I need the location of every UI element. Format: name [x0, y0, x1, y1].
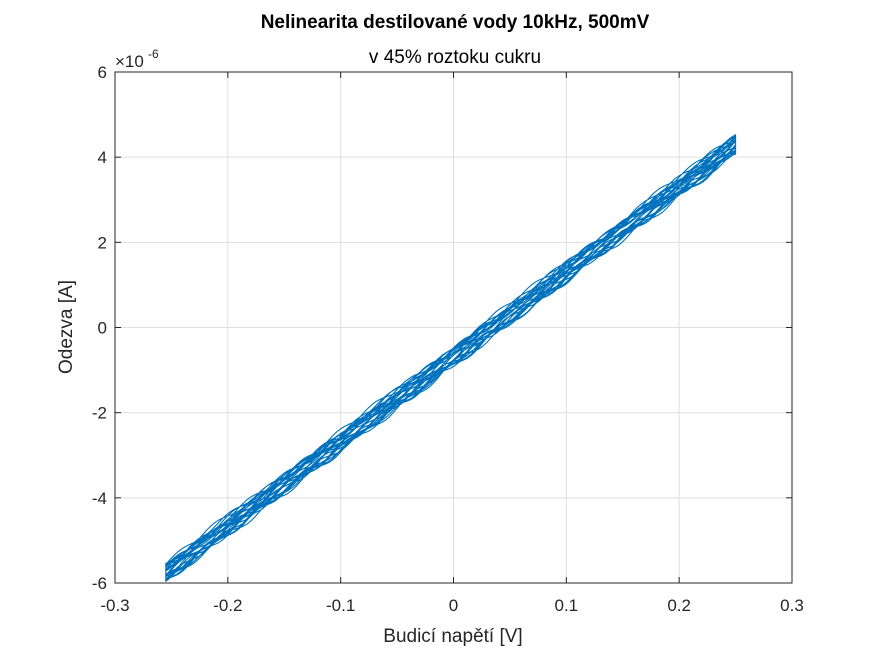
y-tick-label: 6 [98, 63, 107, 82]
x-tick-label: -0.2 [213, 596, 242, 615]
x-tick-label: -0.1 [326, 596, 355, 615]
y-exponent-base: ×10 [115, 52, 144, 71]
chart-title: Nelinearita destilované vody 10kHz, 500m… [261, 12, 650, 33]
y-exponent-power: -6 [148, 47, 159, 61]
x-tick-label: 0.3 [780, 596, 804, 615]
x-tick-label: -0.3 [100, 596, 129, 615]
x-tick-label: 0.2 [667, 596, 691, 615]
x-tick-label: 0 [449, 596, 458, 615]
y-tick-label: -6 [92, 574, 107, 593]
x-tick-label: 0.1 [555, 596, 579, 615]
series-group [165, 134, 737, 582]
y-tick-label: -4 [92, 489, 107, 508]
y-tick-label: -2 [92, 404, 107, 423]
series-line [165, 134, 737, 582]
grid [115, 72, 792, 583]
y-tick-label: 4 [98, 148, 107, 167]
ticks: -0.3 -0.2 -0.1 0 0.1 0.2 0.3 -6 -4 -2 0 2 4 6 [92, 63, 804, 615]
y-tick-label: 2 [98, 233, 107, 252]
chart-subtitle: v 45% roztoku cukru [369, 47, 541, 68]
x-axis-label: Budicí napětí [V] [383, 626, 522, 647]
y-axis-label: Odezva [A] [56, 280, 77, 374]
y-tick-label: 0 [98, 319, 107, 338]
